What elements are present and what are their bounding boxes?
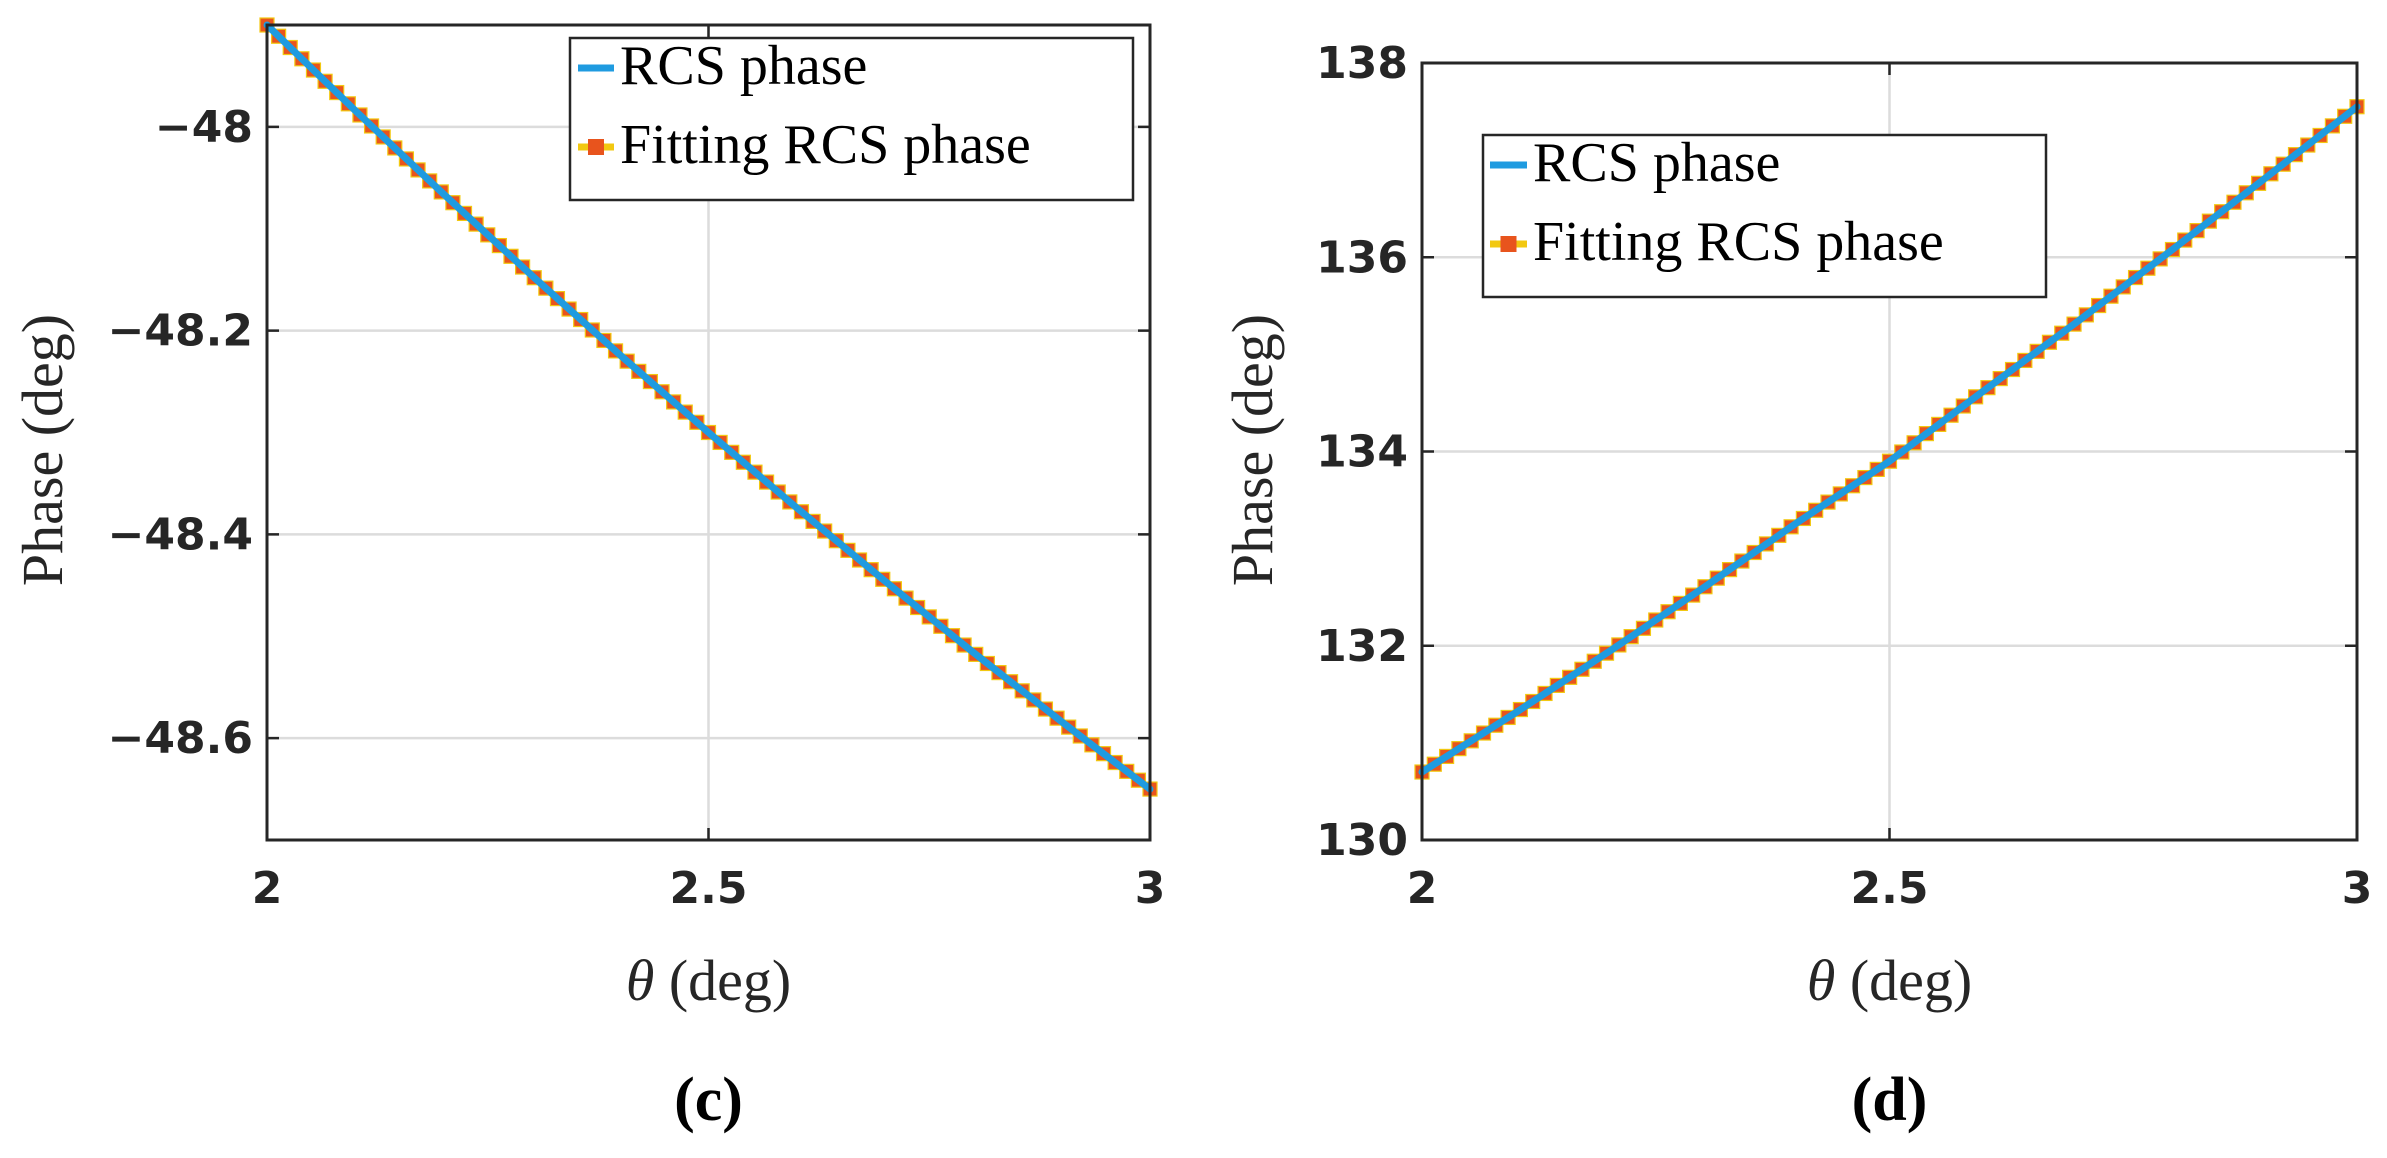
y-tick-label: −48.2 <box>108 306 253 357</box>
chart-panel-0: 2 2.5 3 −48 −48.2 −48.4 −48.6 Phase (deg) θ (deg… <box>10 17 1166 1134</box>
charts-container: 2 2.5 3 −48 −48.2 −48.4 −48.6 Phase (deg) θ (deg… <box>10 17 2372 1134</box>
x-tick-label: 2 <box>252 863 283 914</box>
legend-marker-sample <box>1500 236 1517 252</box>
legend-label-rcs-phase: RCS phase <box>620 35 867 97</box>
x-axis-label: θ (deg) <box>1807 948 1972 1013</box>
legend: RCS phase Fitting RCS phase <box>568 35 1135 202</box>
chart-panel-1: 2 2.5 3 130 132 134 136 138 Phase (deg) θ (deg) RC… <box>1220 38 2372 1134</box>
subfigure-caption: (c) <box>674 1066 743 1134</box>
x-axis-symbol: θ <box>1807 948 1836 1013</box>
y-tick-label: 134 <box>1316 427 1408 478</box>
legend-box <box>1481 133 2048 299</box>
y-tick-label: 138 <box>1316 38 1408 89</box>
data-layer <box>259 17 1158 797</box>
legend-box <box>568 36 1135 202</box>
rcs-phase-line <box>263 21 1154 793</box>
data-layer <box>1414 99 2365 780</box>
x-axis-unit: (deg) <box>654 948 791 1013</box>
x-tick-label: 2 <box>1407 863 1438 914</box>
y-axis-label: Phase (deg) <box>10 314 75 586</box>
legend: RCS phase Fitting RCS phase <box>1481 132 2048 299</box>
y-tick-label: 130 <box>1316 815 1408 866</box>
legend-label-rcs-phase: RCS phase <box>1533 132 1780 194</box>
y-tick-label: −48.4 <box>108 509 253 560</box>
x-axis-unit: (deg) <box>1835 948 1972 1013</box>
legend-label-fitting-rcs-phase: Fitting RCS phase <box>620 114 1031 176</box>
x-axis-label: θ (deg) <box>626 948 791 1013</box>
y-axis-label: Phase (deg) <box>1220 314 1285 586</box>
subfigure-caption: (d) <box>1852 1066 1928 1134</box>
x-tick-label: 2.5 <box>670 863 748 914</box>
rcs-phase-line <box>1418 103 2361 776</box>
x-tick-label: 2.5 <box>1851 863 1929 914</box>
y-tick-label: 136 <box>1316 232 1408 283</box>
x-tick-label: 3 <box>1135 863 1166 914</box>
x-axis-symbol: θ <box>626 948 655 1013</box>
y-tick-label: 132 <box>1316 621 1408 672</box>
y-tick-label: −48 <box>155 102 253 153</box>
y-tick-label: −48.6 <box>108 713 253 764</box>
x-tick-label: 3 <box>2342 863 2373 914</box>
legend-marker-sample <box>588 139 604 155</box>
legend-label-fitting-rcs-phase: Fitting RCS phase <box>1533 211 1944 273</box>
